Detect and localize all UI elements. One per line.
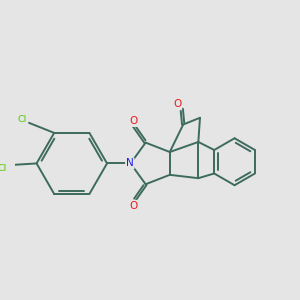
Text: Cl: Cl [17, 115, 26, 124]
Text: O: O [129, 116, 137, 126]
Text: O: O [173, 99, 181, 110]
Text: Cl: Cl [0, 164, 7, 173]
Text: O: O [129, 201, 137, 211]
Text: N: N [126, 158, 134, 168]
